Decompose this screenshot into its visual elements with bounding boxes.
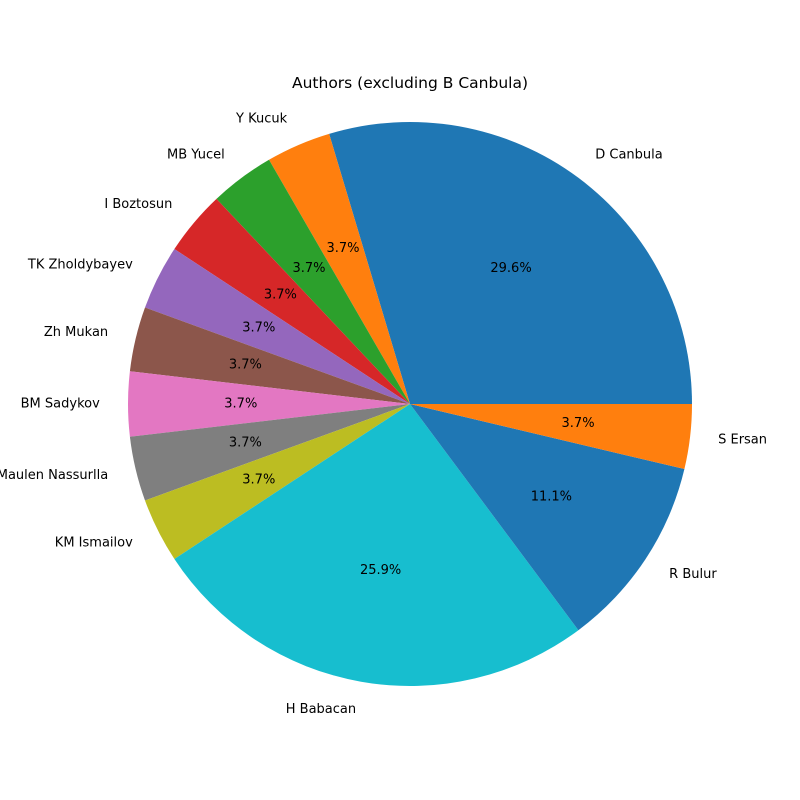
slice-label: MB Yucel bbox=[167, 148, 225, 163]
slice-percent-label: 11.1% bbox=[531, 489, 572, 504]
pie-slice bbox=[129, 404, 410, 501]
slice-percent-label: 3.7% bbox=[224, 397, 257, 412]
pie-slice bbox=[129, 307, 410, 404]
slice-label: R Bulur bbox=[669, 567, 717, 582]
slice-label: TK Zholdybayev bbox=[27, 257, 133, 272]
pie-slice bbox=[269, 133, 410, 404]
pie-slice bbox=[145, 404, 410, 559]
slice-percent-label: 29.6% bbox=[490, 261, 531, 276]
slice-percent-label: 3.7% bbox=[242, 321, 275, 336]
slice-label: BM Sadykov bbox=[21, 397, 100, 412]
pie-slices bbox=[128, 122, 692, 686]
slice-label: Zh Mukan bbox=[44, 325, 108, 340]
slice-label: I Boztosun bbox=[104, 197, 172, 212]
slice-percent-label: 25.9% bbox=[360, 563, 401, 578]
slice-label: Maulen Nassurlla bbox=[0, 468, 108, 483]
pie-slice bbox=[410, 404, 692, 470]
pie-slice bbox=[174, 198, 410, 404]
slice-percent-label: 3.7% bbox=[326, 241, 359, 256]
slice-percent-label: 3.7% bbox=[292, 261, 325, 276]
slice-label: S Ersan bbox=[718, 433, 767, 448]
slice-label: D Canbula bbox=[595, 148, 663, 163]
slice-percent-label: 3.7% bbox=[242, 472, 275, 487]
slice-percent-label: 3.7% bbox=[229, 357, 262, 372]
slice-percent-label: 3.7% bbox=[229, 436, 262, 451]
chart-title: Authors (excluding B Canbula) bbox=[292, 74, 528, 92]
pie-slice bbox=[174, 404, 579, 686]
slice-percent-label: 3.7% bbox=[562, 416, 595, 431]
pie-slice bbox=[329, 122, 692, 404]
pie-slice bbox=[145, 249, 410, 404]
pie-slice bbox=[410, 404, 685, 631]
pie-slice bbox=[216, 159, 410, 404]
slice-label: KM Ismailov bbox=[55, 536, 133, 551]
slice-label: H Babacan bbox=[286, 702, 356, 717]
slice-percent-label: 3.7% bbox=[264, 288, 297, 303]
slice-label: Y Kucuk bbox=[235, 112, 288, 127]
pie-labels: D Canbula 29.6% Y Kucuk 3.7% MB Yucel 3.7% I B… bbox=[0, 112, 767, 717]
pie-slice bbox=[128, 371, 410, 437]
